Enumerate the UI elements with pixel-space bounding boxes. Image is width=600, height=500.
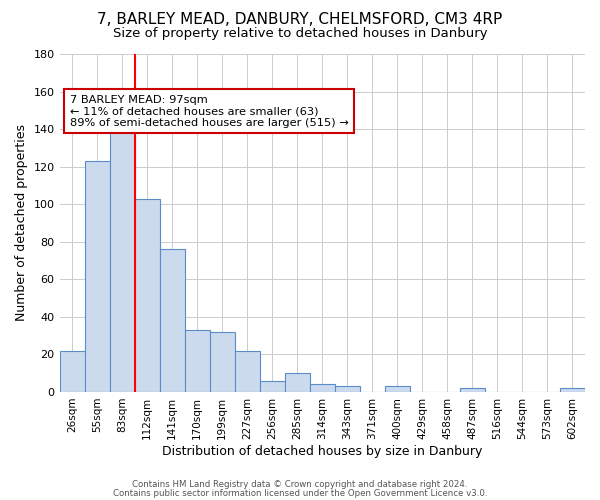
Bar xyxy=(59,350,85,392)
Bar xyxy=(260,380,285,392)
Bar xyxy=(134,198,160,392)
Bar xyxy=(110,120,134,392)
Text: 7, BARLEY MEAD, DANBURY, CHELMSFORD, CM3 4RP: 7, BARLEY MEAD, DANBURY, CHELMSFORD, CM3… xyxy=(97,12,503,28)
Bar xyxy=(310,384,335,392)
Bar xyxy=(235,350,260,392)
Bar xyxy=(85,161,110,392)
Y-axis label: Number of detached properties: Number of detached properties xyxy=(15,124,28,322)
Bar xyxy=(460,388,485,392)
Text: Contains public sector information licensed under the Open Government Licence v3: Contains public sector information licen… xyxy=(113,490,487,498)
X-axis label: Distribution of detached houses by size in Danbury: Distribution of detached houses by size … xyxy=(162,444,482,458)
Text: Size of property relative to detached houses in Danbury: Size of property relative to detached ho… xyxy=(113,28,487,40)
Text: 7 BARLEY MEAD: 97sqm
← 11% of detached houses are smaller (63)
89% of semi-detac: 7 BARLEY MEAD: 97sqm ← 11% of detached h… xyxy=(70,94,349,128)
Bar xyxy=(160,250,185,392)
Bar xyxy=(209,332,235,392)
Bar xyxy=(385,386,410,392)
Bar xyxy=(185,330,209,392)
Text: Contains HM Land Registry data © Crown copyright and database right 2024.: Contains HM Land Registry data © Crown c… xyxy=(132,480,468,489)
Bar xyxy=(285,373,310,392)
Bar xyxy=(335,386,360,392)
Bar xyxy=(560,388,585,392)
